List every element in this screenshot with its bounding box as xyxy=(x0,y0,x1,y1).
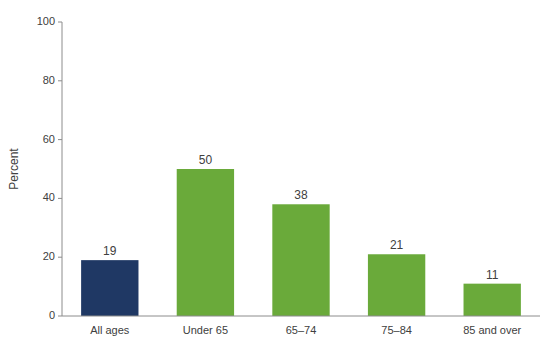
data-labels: 19 50 38 21 11 xyxy=(103,153,499,282)
x-tick-label: All ages xyxy=(90,324,130,336)
x-tick-label: 65–74 xyxy=(286,324,317,336)
bar xyxy=(272,204,329,316)
chart-container: 19 50 38 21 11 0 20 40 60 80 100 All ages Under 65 65… xyxy=(0,0,560,360)
y-tick-label: 20 xyxy=(43,250,55,262)
y-axis-label: Percent xyxy=(7,148,21,190)
bars xyxy=(81,169,521,316)
y-tick xyxy=(58,257,62,258)
data-label: 38 xyxy=(294,188,308,202)
y-tick-label: 40 xyxy=(43,191,55,203)
y-tick xyxy=(58,22,62,23)
y-axis-line xyxy=(62,22,63,316)
bar xyxy=(464,284,521,316)
y-tick-label: 80 xyxy=(43,74,55,86)
bar xyxy=(368,254,425,316)
data-label: 11 xyxy=(486,268,499,282)
x-axis-line xyxy=(62,316,540,317)
bar xyxy=(81,260,138,316)
y-tick-label: 0 xyxy=(49,309,55,321)
data-label: 50 xyxy=(199,153,213,167)
chart: 19 50 38 21 11 0 20 40 60 80 100 All ages Under 65 65… xyxy=(0,0,560,360)
x-tick-label: Under 65 xyxy=(183,324,228,336)
y-tick-label: 60 xyxy=(43,133,55,145)
axes: 0 20 40 60 80 100 All ages Under 65 65–74 75–84 85… xyxy=(7,15,540,336)
y-tick xyxy=(58,198,62,199)
data-label: 19 xyxy=(103,244,117,258)
y-tick xyxy=(58,139,62,140)
x-tick-label: 85 and over xyxy=(463,324,521,336)
y-tick xyxy=(58,80,62,81)
y-tick-label: 100 xyxy=(37,15,55,27)
x-tick-label: 75–84 xyxy=(381,324,412,336)
bar xyxy=(177,169,234,316)
data-label: 21 xyxy=(390,238,404,252)
y-tick xyxy=(58,316,62,317)
